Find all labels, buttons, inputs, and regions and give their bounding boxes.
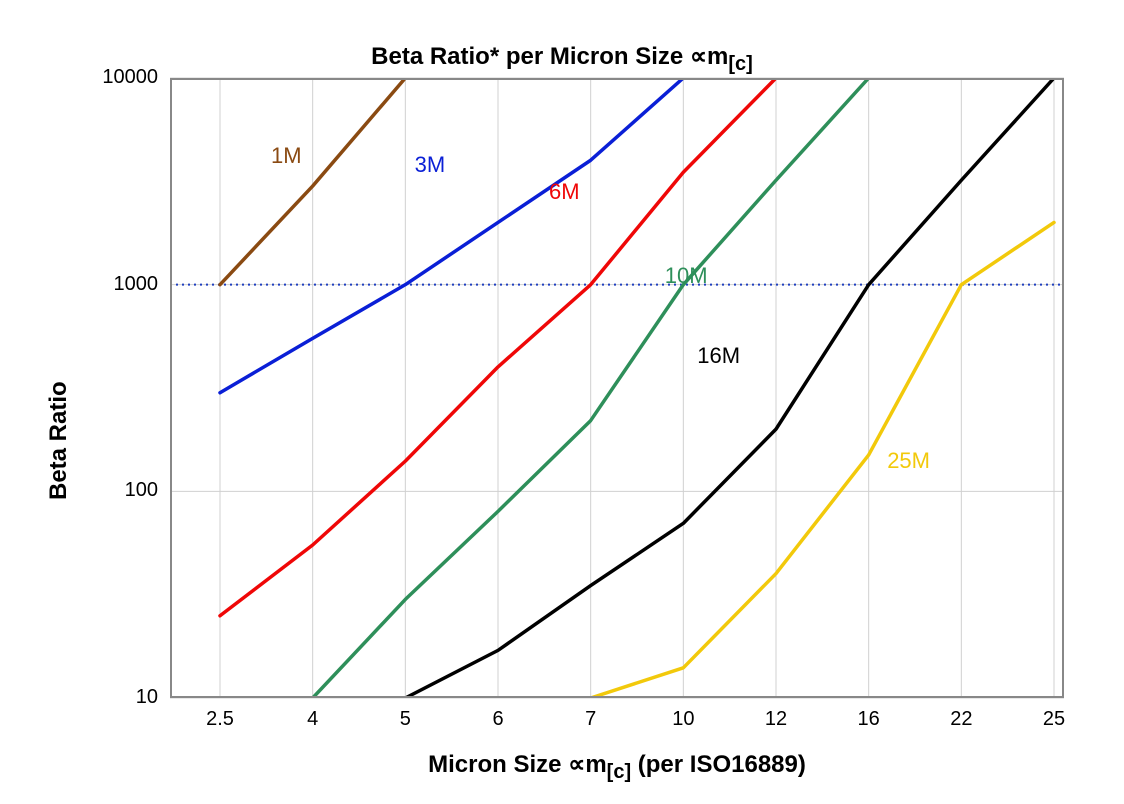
xlabel-sub: [c] bbox=[607, 761, 631, 783]
x-tick-label: 2.5 bbox=[175, 708, 265, 731]
y-tick-label: 100 bbox=[0, 479, 158, 502]
title-sub: [c] bbox=[728, 53, 752, 75]
xlabel-prefix: Micron Size bbox=[428, 751, 568, 778]
x-tick-label: 5 bbox=[360, 708, 450, 731]
x-tick-label: 10 bbox=[638, 708, 728, 731]
x-tick-label: 4 bbox=[268, 708, 358, 731]
y-tick-label: 10 bbox=[0, 686, 158, 709]
y-tick-label: 10000 bbox=[0, 66, 158, 89]
series-label-6M: 6M bbox=[549, 179, 580, 205]
series-label-1M: 1M bbox=[271, 143, 302, 169]
xlabel-symbol: ∝ bbox=[568, 751, 585, 778]
xlabel-m: m bbox=[585, 751, 606, 778]
x-tick-label: 25 bbox=[1009, 708, 1099, 731]
series-label-3M: 3M bbox=[415, 152, 446, 178]
x-tick-label: 22 bbox=[916, 708, 1006, 731]
x-tick-label: 6 bbox=[453, 708, 543, 731]
series-label-10M: 10M bbox=[665, 263, 708, 289]
series-label-16M: 16M bbox=[697, 343, 740, 369]
series-label-25M: 25M bbox=[887, 448, 930, 474]
title-symbol: ∝ bbox=[690, 43, 707, 70]
y-tick-label: 1000 bbox=[0, 273, 158, 296]
title-m: m bbox=[707, 43, 728, 70]
xlabel-suffix: (per ISO16889) bbox=[631, 751, 806, 778]
x-axis-title: Micron Size ∝m[c] (per ISO16889) bbox=[170, 750, 1064, 784]
chart-title: Beta Ratio* per Micron Size ∝m[c] bbox=[0, 42, 1124, 76]
plot-border bbox=[170, 78, 1064, 698]
x-tick-label: 7 bbox=[546, 708, 636, 731]
x-tick-label: 16 bbox=[824, 708, 914, 731]
title-prefix: Beta Ratio* per Micron Size bbox=[371, 43, 690, 70]
x-tick-label: 12 bbox=[731, 708, 821, 731]
